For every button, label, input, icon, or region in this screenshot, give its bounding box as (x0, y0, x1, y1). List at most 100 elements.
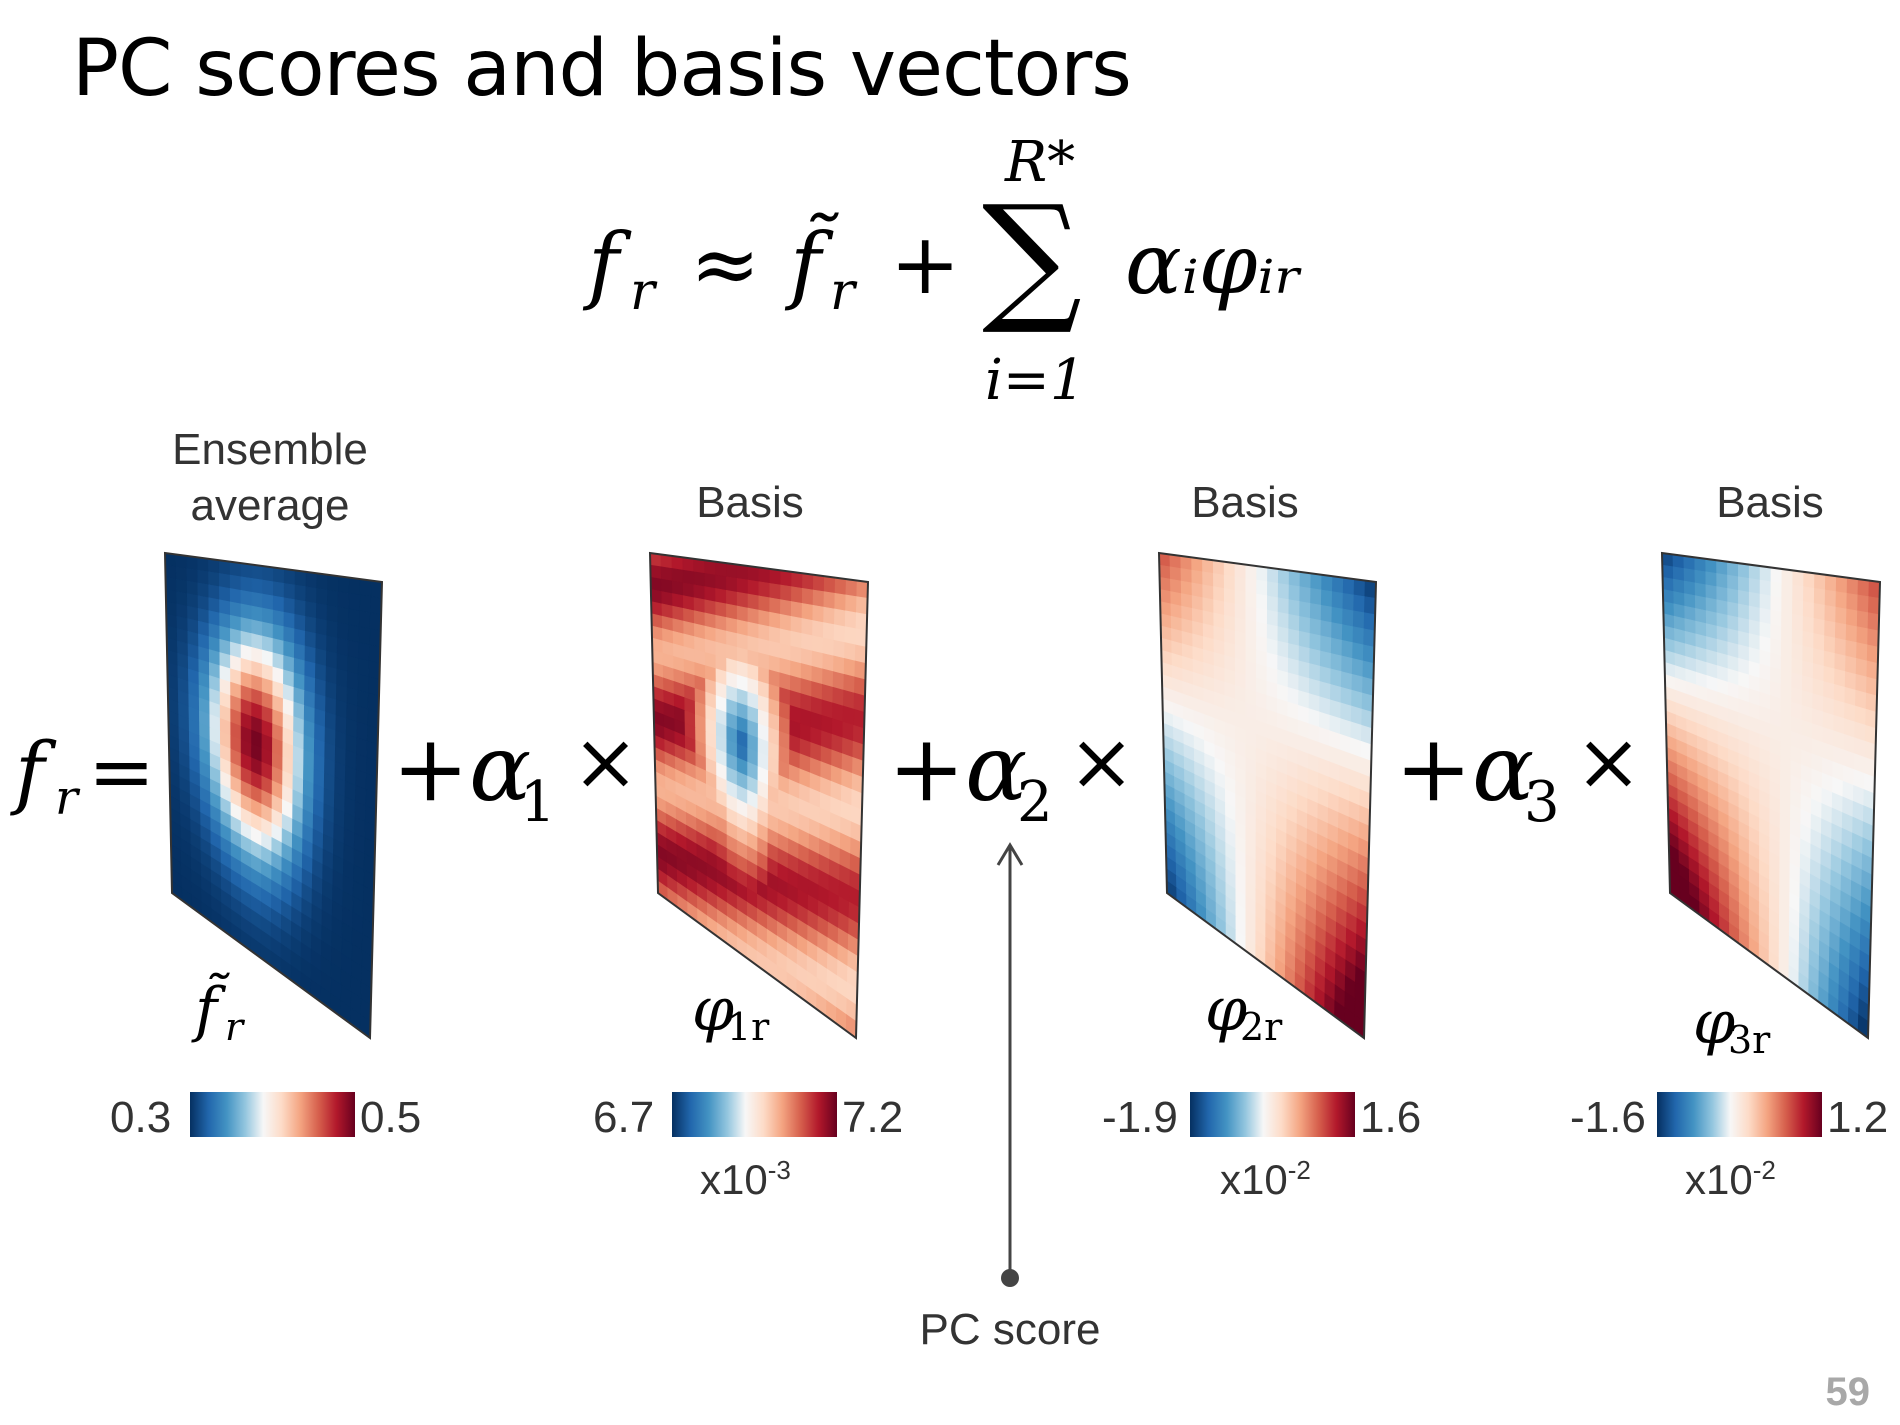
heatmap-cell (1748, 605, 1761, 623)
heatmap-cell (240, 576, 253, 593)
heatmap-cell (1245, 619, 1257, 637)
heatmap-cell (1662, 576, 1674, 592)
eq-sum-lower: i=1 (985, 348, 1086, 413)
heatmap-cell (725, 562, 738, 579)
cbar4-scale: x10-2 (1685, 1155, 1776, 1203)
heatmap-cell (812, 589, 825, 608)
heatmap-cell (283, 611, 296, 630)
heatmap-cell (1256, 621, 1268, 639)
heatmap-cell (1223, 561, 1236, 578)
heatmap-cell (240, 562, 253, 579)
heatmap-cell (326, 635, 338, 654)
heatmap-cell (1351, 673, 1364, 694)
heatmap-cell (715, 588, 727, 605)
exp-lhs-sub: r (55, 770, 78, 826)
heatmap-cell (1191, 582, 1204, 599)
heatmap-cell (370, 596, 382, 615)
heatmap-cell (1813, 618, 1826, 637)
eq-mean-sub: r (830, 262, 855, 322)
heatmap-cell (1364, 580, 1377, 599)
colorbar-basis3 (1657, 1092, 1822, 1137)
heatmap-cell (1748, 591, 1761, 609)
heatmap-cell (1364, 596, 1376, 615)
heatmap-cell (1234, 562, 1247, 579)
heatmap-cell (1770, 623, 1782, 642)
heatmap-cell (843, 673, 856, 694)
heatmap-cell (1727, 588, 1739, 605)
heatmap-basis2 (1157, 551, 1378, 1040)
heatmap-cell (1856, 626, 1869, 646)
heatmap-cell (802, 572, 814, 591)
heatmap-cell (294, 599, 306, 617)
heatmap-cell (1781, 597, 1793, 615)
heatmap-cell (358, 642, 370, 662)
heatmap-cell (1363, 628, 1376, 648)
heatmap-cell (316, 587, 328, 606)
heatmap-cell (747, 607, 760, 625)
heatmap-cell (1672, 566, 1685, 582)
heatmap-cell (1223, 588, 1236, 605)
symbol-basis1: φ (692, 975, 735, 1045)
heatmap-cell (661, 578, 673, 594)
heatmap-cell (370, 580, 383, 599)
heatmap-cell (1321, 574, 1333, 593)
heatmap-cell (801, 587, 814, 606)
heatmap-cell (649, 564, 662, 580)
heatmap-cell (1309, 603, 1322, 621)
heatmap-cell (1266, 609, 1279, 628)
exp-term1-prefix: +α (392, 715, 532, 822)
heatmap-cell (1266, 595, 1279, 613)
heatmap-cell (229, 574, 242, 591)
heatmap-cell (1824, 589, 1837, 608)
heatmap-cell (336, 637, 349, 657)
heatmap-cell (1866, 644, 1879, 664)
heatmap-cell (822, 653, 834, 673)
exp-lhs: f (15, 725, 45, 818)
heatmap-cell (1331, 606, 1344, 626)
heatmap-cell (1159, 576, 1171, 592)
colorbar-mean (190, 1092, 355, 1137)
heatmap-cell (305, 571, 318, 589)
heatmap-cell (273, 581, 285, 599)
heatmap-cell (1846, 608, 1858, 628)
heatmap-cell (758, 567, 771, 584)
heatmap-cell (1266, 623, 1279, 642)
heatmap-cell (1868, 580, 1881, 599)
header-line-1: Ensemble (172, 425, 368, 474)
heatmap-cell (1170, 578, 1182, 594)
symbol-mean: f̃ (195, 975, 218, 1045)
heatmap-cell (779, 613, 792, 632)
heatmap-cell (650, 576, 662, 592)
heatmap-cell (801, 618, 814, 637)
heatmap-cell (1823, 635, 1836, 654)
heatmap-cell (1353, 594, 1366, 614)
heatmap-cell (1234, 589, 1247, 607)
heatmap-cell (747, 593, 760, 611)
heatmap-cell (294, 570, 307, 588)
heatmap-cell (1234, 603, 1247, 621)
heatmap-cell (186, 580, 199, 597)
heatmap-border (648, 551, 870, 1040)
heatmap-cell (1683, 580, 1696, 597)
heatmap-cell (359, 578, 372, 597)
heatmap-cell (368, 644, 381, 664)
heatmap-cell (219, 573, 231, 589)
heatmap-cell (1277, 597, 1290, 615)
heatmap-cell (1245, 605, 1257, 623)
header-line-2: average (190, 481, 350, 530)
heatmap-cell (1158, 564, 1171, 580)
heatmap-cell (197, 569, 209, 586)
heatmap-cell (1673, 578, 1685, 594)
heatmap-cell (294, 628, 306, 647)
heatmap-cell (1267, 567, 1279, 584)
heatmap-cell (338, 575, 350, 594)
slide-title: PC scores and basis vectors (72, 24, 1132, 114)
heatmap-cell (833, 639, 846, 659)
heatmap-cell (780, 599, 792, 617)
heatmap-cell (293, 643, 306, 662)
heatmap-cell (844, 610, 857, 630)
heatmap-cell (175, 566, 188, 582)
heatmap-cell (801, 648, 813, 667)
heatmap-border (1660, 551, 1882, 1040)
heatmap-cell (1309, 648, 1321, 667)
